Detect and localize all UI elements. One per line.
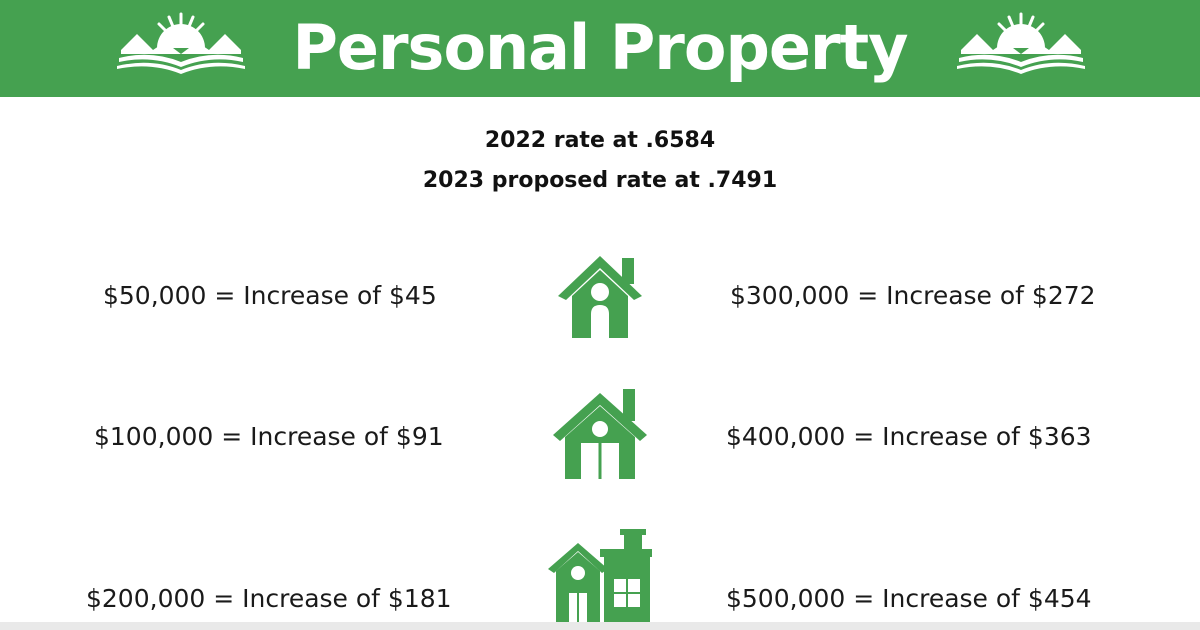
two-story-house-icon	[548, 529, 652, 630]
rate-2023-text: 2023 proposed rate at .7491	[422, 168, 778, 193]
increase-50000-text: $50,000 = Increase of $45	[103, 281, 437, 310]
house-icon	[558, 256, 642, 338]
rate-2022-text: 2022 rate at .6584	[484, 128, 716, 153]
increase-400000-text: $400,000 = Increase of $363	[726, 422, 1092, 451]
header-banner: Personal Property	[0, 0, 1200, 97]
page-title: Personal Property	[292, 11, 908, 84]
increase-200000-text: $200,000 = Increase of $181	[86, 584, 452, 613]
house-icon	[553, 389, 647, 479]
increase-300000-text: $300,000 = Increase of $272	[730, 281, 1096, 310]
increase-100000-text: $100,000 = Increase of $91	[94, 422, 444, 451]
increase-500000-text: $500,000 = Increase of $454	[726, 584, 1092, 613]
sunrise-book-logo-icon	[117, 12, 245, 74]
bottom-edge-divider	[0, 622, 1200, 630]
sunrise-book-logo-icon	[957, 12, 1085, 74]
